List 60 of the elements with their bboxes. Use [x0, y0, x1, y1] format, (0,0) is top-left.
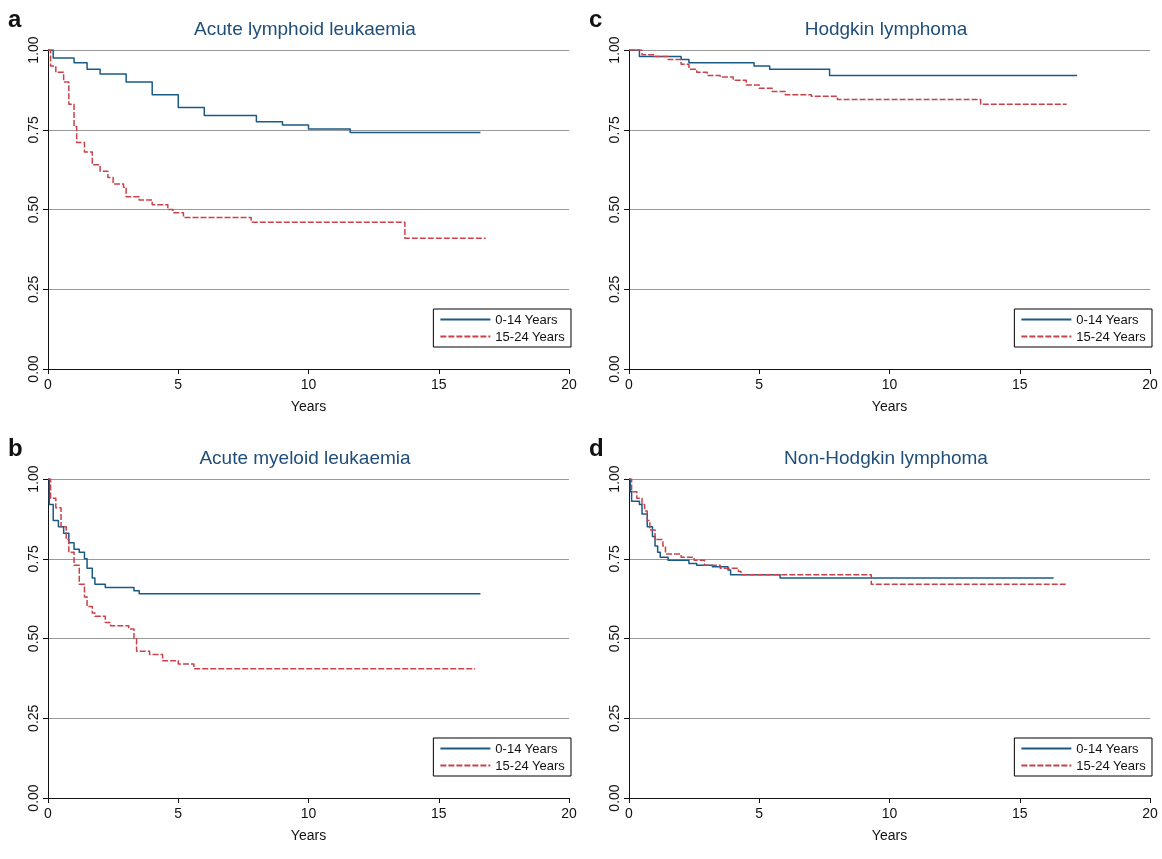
x-axis-title: Years	[290, 827, 327, 843]
y-tick-label: 0.00	[25, 355, 41, 383]
text: a	[8, 4, 22, 32]
chart-title: Acute myeloid leukaemia	[199, 447, 412, 468]
x-tick-label: 20	[561, 805, 577, 821]
y-tick-label: 0.75	[25, 544, 41, 573]
legend-label: 15-24 Years	[1076, 758, 1147, 773]
text: c	[589, 4, 603, 32]
y-tick-label: 0.25	[25, 704, 41, 732]
y-tick-label: 0.50	[25, 195, 41, 224]
x-tick-label: 20	[1142, 805, 1158, 821]
x-tick-label: 5	[174, 376, 183, 392]
chart-title: Acute lymphoid leukaemia	[194, 18, 417, 39]
chart-title: Non-Hodgkin lymphoma	[784, 447, 989, 468]
y-tick-label: 1.00	[25, 465, 41, 493]
x-tick-label: 5	[174, 805, 183, 821]
legend-label: 0-14 Years	[495, 741, 559, 756]
x-tick-label: 0	[44, 805, 53, 821]
y-tick-label: 0.50	[25, 624, 41, 653]
y-tick-label: 0.00	[25, 784, 41, 812]
legend-label: 0-14 Years	[1076, 312, 1140, 327]
text: b	[8, 433, 23, 461]
x-tick-label: 15	[430, 376, 447, 392]
legend-label: 15-24 Years	[495, 329, 566, 344]
legend-label: 15-24 Years	[495, 758, 566, 773]
x-tick-label: 20	[561, 376, 577, 392]
x-tick-label: 0	[625, 805, 634, 821]
chart-title: Hodgkin lymphoma	[804, 18, 968, 39]
y-tick-label: 0.25	[25, 275, 41, 303]
y-tick-label: 0.75	[606, 115, 622, 144]
y-tick-label: 0.00	[606, 784, 622, 812]
x-tick-label: 5	[755, 805, 764, 821]
y-tick-label: 0.50	[606, 624, 622, 653]
x-tick-label: 15	[1011, 805, 1028, 821]
y-tick-label: 0.75	[25, 115, 41, 144]
x-tick-label: 10	[881, 805, 898, 821]
x-axis-title: Years	[290, 398, 327, 414]
x-tick-label: 0	[625, 376, 634, 392]
x-tick-label: 10	[300, 805, 317, 821]
legend-label: 15-24 Years	[1076, 329, 1147, 344]
y-tick-label: 1.00	[25, 36, 41, 64]
y-tick-label: 0.50	[606, 195, 622, 224]
y-tick-label: 1.00	[606, 36, 622, 64]
y-tick-label: 0.25	[606, 275, 622, 303]
x-tick-label: 0	[44, 376, 53, 392]
y-tick-label: 0.00	[606, 355, 622, 383]
text: d	[589, 433, 604, 461]
x-tick-label: 15	[430, 805, 447, 821]
x-tick-label: 10	[881, 376, 898, 392]
legend-label: 0-14 Years	[1076, 741, 1140, 756]
y-tick-label: 0.25	[606, 704, 622, 732]
y-tick-label: 0.75	[606, 544, 622, 573]
x-axis-title: Years	[871, 398, 908, 414]
x-tick-label: 10	[300, 376, 317, 392]
x-tick-label: 5	[755, 376, 764, 392]
x-tick-label: 15	[1011, 376, 1028, 392]
x-axis-title: Years	[871, 827, 908, 843]
y-tick-label: 1.00	[606, 465, 622, 493]
legend-label: 0-14 Years	[495, 312, 559, 327]
x-tick-label: 20	[1142, 376, 1158, 392]
